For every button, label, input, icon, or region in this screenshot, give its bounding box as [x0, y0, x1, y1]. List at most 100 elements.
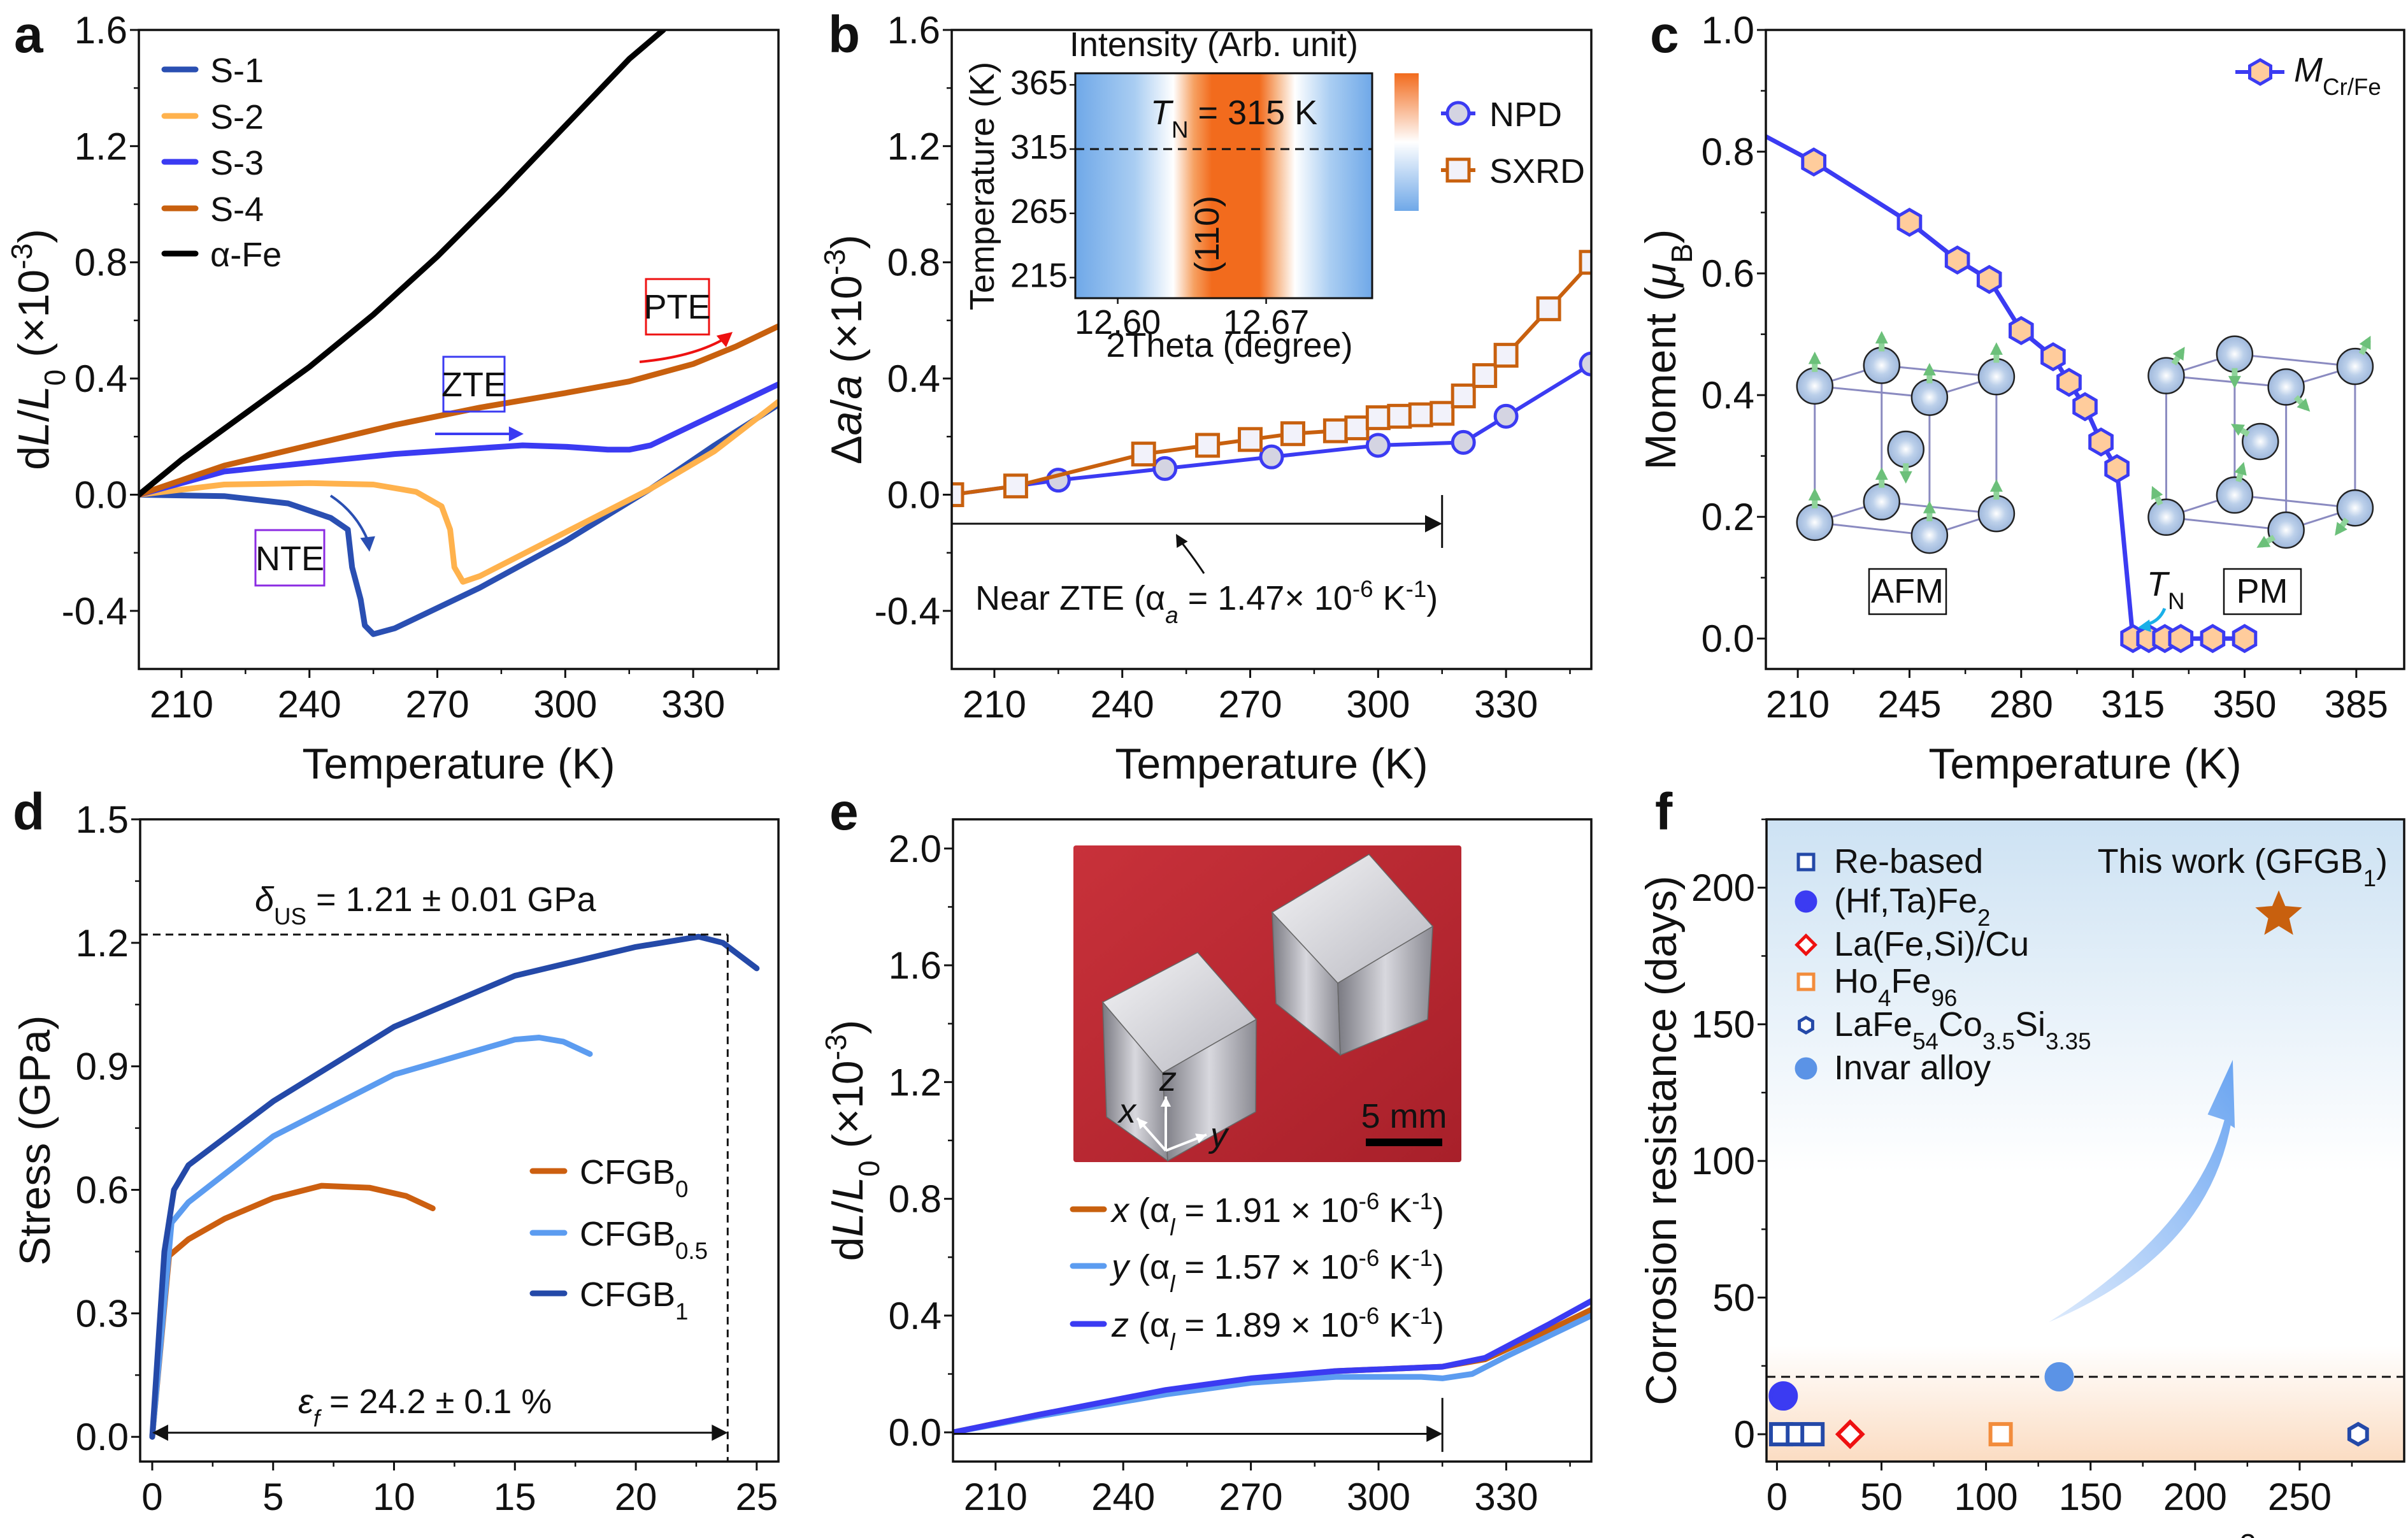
legend-marker	[1795, 1057, 1817, 1080]
data-point-square	[1195, 433, 1221, 458]
data-point-square	[1536, 296, 1561, 322]
spin-arrowhead	[2359, 335, 2371, 350]
plot-frame	[138, 29, 780, 670]
zte-box	[442, 356, 506, 413]
plot-frame	[139, 818, 780, 1463]
legend-label: LaFe54Co3.5Si3.35	[1834, 1005, 2091, 1054]
legend-label: MCr/Fe	[2294, 51, 2381, 100]
y-tick-label: 0.9	[76, 1046, 129, 1088]
inset-y-tick-label: 215	[1010, 257, 1068, 295]
data-point-hexagon	[2088, 427, 2114, 457]
inset-x-tick-label: 12.67	[1223, 303, 1309, 341]
panel-label: b	[828, 6, 860, 64]
y-axis-label: Corrosion resistance (days)	[1637, 875, 1686, 1405]
plot-area	[1767, 890, 2404, 1449]
series-line-4	[139, 30, 666, 498]
y-tick-label: 0.8	[889, 1178, 942, 1221]
legend-label: α-Fe	[210, 236, 282, 274]
inset-y-tick-label: 365	[1010, 64, 1068, 102]
arrowhead	[1425, 515, 1442, 533]
series-line-1	[139, 399, 778, 585]
data-point-hexagon	[2056, 368, 2082, 397]
atom	[1863, 483, 1901, 521]
legend-label: CFGB0.5	[580, 1215, 708, 1264]
y-tick-label: 0.6	[76, 1169, 129, 1212]
data-point-square	[1003, 473, 1028, 499]
x-tick-label: 350	[2212, 683, 2276, 726]
x-tick-label: 245	[1877, 683, 1941, 726]
afm-box	[1868, 568, 1947, 615]
scale-bar-label: 5 mm	[1361, 1097, 1447, 1135]
x-tick-label: 20	[615, 1476, 657, 1518]
x-tick-label: 315	[2101, 683, 2165, 726]
atom	[2336, 347, 2374, 385]
x-axis-label: Temperature (K)	[1115, 740, 1428, 788]
nte-label: NTE	[255, 540, 324, 578]
y-tick-label: 0.8	[75, 241, 127, 284]
data-point-square	[1493, 343, 1519, 368]
panel-f: 0 50 100 150 200 250 0 50 100 150 200 Toughness (J·…	[1637, 783, 2405, 1538]
zte-arrowhead	[508, 426, 524, 442]
spin-arrowhead	[2234, 462, 2247, 476]
x-tick-label: 270	[1218, 683, 1282, 726]
inset-y-tick-label: 315	[1010, 128, 1068, 166]
tn-label: TN	[2147, 565, 2185, 614]
x-tick-label: 25	[735, 1476, 778, 1518]
atom	[1977, 358, 2016, 396]
panel-e: 210 240 270 300 330 0.0 0.4 0.8 1.2 1.6 2.0 Tempera…	[819, 783, 1593, 1538]
data-point-square	[1365, 405, 1391, 431]
nte-arrowhead	[360, 536, 375, 552]
peak-label: (110)	[1188, 196, 1226, 273]
data-point-circle	[1768, 1381, 1798, 1411]
legend-marker	[1445, 157, 1471, 183]
inset-heatmap	[1074, 72, 1373, 299]
y-tick-label: 0.4	[75, 357, 127, 400]
data-point-hexagon	[2200, 624, 2226, 654]
y-tick-label: 100	[1691, 1140, 1755, 1182]
legend-label: CFGB0	[580, 1153, 688, 1202]
nte-box	[254, 529, 326, 587]
data-point-square	[1579, 250, 1591, 275]
y-tick-label: 1.2	[887, 125, 940, 168]
cube-edge	[1814, 521, 1930, 536]
panel-label: e	[829, 783, 859, 841]
arrowhead	[1426, 1425, 1443, 1442]
legend-label: S-2	[210, 98, 264, 136]
arrowhead	[152, 1425, 168, 1441]
afm-structure	[1796, 331, 2016, 554]
y-tick-label: 150	[1691, 1003, 1755, 1046]
atom	[2147, 357, 2185, 394]
y-axis-label: dL/L0 (×10-3)	[5, 229, 71, 470]
data-point-circle	[1365, 433, 1391, 458]
plot-frame	[950, 29, 1593, 670]
y-tick-label: -0.4	[875, 590, 940, 633]
x-tick-label: 100	[1954, 1476, 2018, 1518]
spin-arrowhead	[1808, 487, 1821, 501]
atom	[2216, 335, 2254, 373]
cube-edge	[2166, 375, 2286, 388]
x-tick-label: 300	[1346, 683, 1410, 726]
this-work-label: This work (GFGB1)	[2098, 842, 2388, 891]
inset-y-tick-label: 265	[1010, 192, 1068, 231]
uts-annotation: δUS = 1.21 ± 0.01 GPa	[255, 880, 596, 930]
x-tick-label: 270	[405, 683, 469, 726]
x-tick-label: 385	[2325, 683, 2388, 726]
data-point-hexagon	[1801, 147, 1826, 177]
x-tick-label: 210	[150, 683, 213, 726]
legend-label: (Hf,Ta)Fe2	[1834, 882, 1990, 931]
atom	[1796, 367, 1834, 405]
elongation-annotation: εf = 24.2 ± 0.1 %	[298, 1383, 552, 1432]
cube-edge	[2166, 516, 2286, 531]
x-tick-label: 50	[1860, 1476, 1903, 1518]
tn-label: TN = 315 K	[1150, 94, 1317, 143]
atom	[1977, 494, 2016, 533]
y-tick-label: 0.6	[1702, 252, 1754, 295]
panel-b: 210 240 270 300 330 -0.4 0.0 0.4 0.8 1.2 1.6 Temper…	[818, 6, 1593, 788]
legend-label: S-1	[210, 52, 264, 90]
atom	[2267, 368, 2305, 406]
trend-arrow	[2049, 1060, 2235, 1323]
legend-label: Ho4Fe96	[1834, 962, 1957, 1011]
legend-label: z (αl = 1.89 × 10-6 K-1)	[1111, 1303, 1444, 1355]
y-tick-label: 0.0	[76, 1416, 129, 1458]
